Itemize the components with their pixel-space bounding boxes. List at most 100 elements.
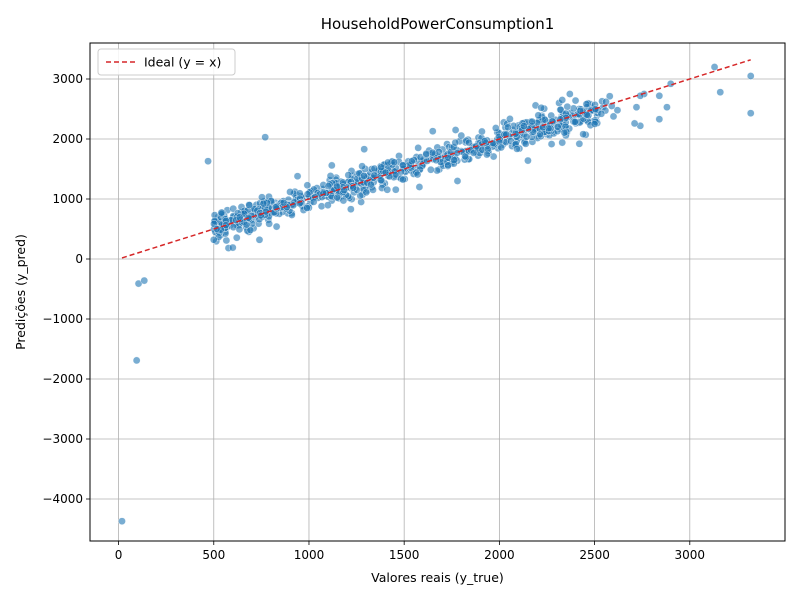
y-axis-label: Predições (y_pred) [13,234,28,350]
data-point [575,139,584,148]
data-point [465,138,473,147]
x-tick-label: 2000 [484,548,515,562]
data-point [461,152,469,161]
data-point [513,145,521,153]
data-point [255,235,264,244]
data-point [422,149,431,158]
data-point [563,102,572,111]
data-point [272,222,281,231]
x-tick-label: 1500 [389,548,420,562]
data-point [140,276,149,285]
data-point [265,219,273,228]
data-point [547,140,556,148]
data-point [491,124,500,132]
data-point [553,122,562,131]
axis-ticks: 0 500 1000 1500 2000 2500 3000 −4000 −3000 −2000 −… [42,72,705,562]
data-point [340,186,349,195]
data-point [451,138,460,147]
data-point [286,188,294,196]
data-point [504,123,512,132]
data-point [602,97,610,106]
data-point [522,132,531,141]
data-point [497,143,506,152]
data-point [377,163,386,172]
data-point [528,117,536,126]
data-point [357,198,365,206]
data-point [556,105,565,114]
data-point [655,91,664,100]
data-point [339,196,348,205]
y-tick-label: −3000 [42,432,83,446]
data-point [478,127,486,136]
data-point [483,150,491,159]
data-point [246,226,255,234]
data-point [377,176,385,185]
legend-box [97,48,236,76]
x-tick-label: 2500 [579,548,610,562]
data-point [258,193,266,202]
data-point [232,233,241,242]
data-point [367,180,375,189]
data-point [428,148,437,157]
data-point [326,172,335,180]
data-point [571,96,580,105]
data-point [362,188,371,197]
data-point [632,103,641,112]
data-point [118,517,126,526]
data-point [450,156,459,164]
data-point [347,205,355,214]
data-point [397,167,405,176]
data-point [607,102,616,110]
data-point [293,172,302,181]
data-point [663,103,671,112]
data-point [235,225,244,234]
data-point [506,115,514,123]
data-point [558,138,567,147]
data-point [521,139,530,148]
data-point [303,190,312,199]
data-point [333,193,342,202]
data-point [245,201,254,209]
data-point [582,100,591,108]
data-point [228,243,237,252]
data-point [324,182,333,190]
data-point [457,131,466,140]
data-point [309,198,318,206]
data-point [204,157,212,166]
data-point [570,118,579,126]
y-tick-label: −1000 [42,312,83,326]
data-point [398,161,407,170]
data-point [560,128,569,137]
data-point [426,165,435,174]
y-tick-label: 1000 [52,192,83,206]
data-points [118,63,755,526]
data-point [235,213,244,222]
y-tick-label: 2000 [52,132,83,146]
data-point [444,161,452,170]
data-point [609,112,618,121]
data-point [583,110,591,119]
data-point [434,147,443,156]
ideal-line [121,59,751,259]
data-point [536,130,544,139]
data-point [209,235,218,244]
data-point [537,103,546,112]
data-point [317,202,326,211]
y-tick-label: −2000 [42,372,83,386]
data-point [590,120,599,128]
chart-title: HouseholdPowerConsumption1 [321,15,555,33]
data-point [544,124,553,133]
data-point [407,157,416,166]
data-point [613,106,622,115]
data-point [259,199,268,208]
data-point [356,191,365,200]
data-point [746,72,755,80]
x-tick-label: 1000 [294,548,325,562]
data-point [413,170,422,179]
data-point [399,175,407,184]
data-point [428,127,437,136]
data-point [132,356,141,365]
y-tick-label: 3000 [52,72,83,86]
data-point [469,149,478,157]
data-point [451,126,460,134]
